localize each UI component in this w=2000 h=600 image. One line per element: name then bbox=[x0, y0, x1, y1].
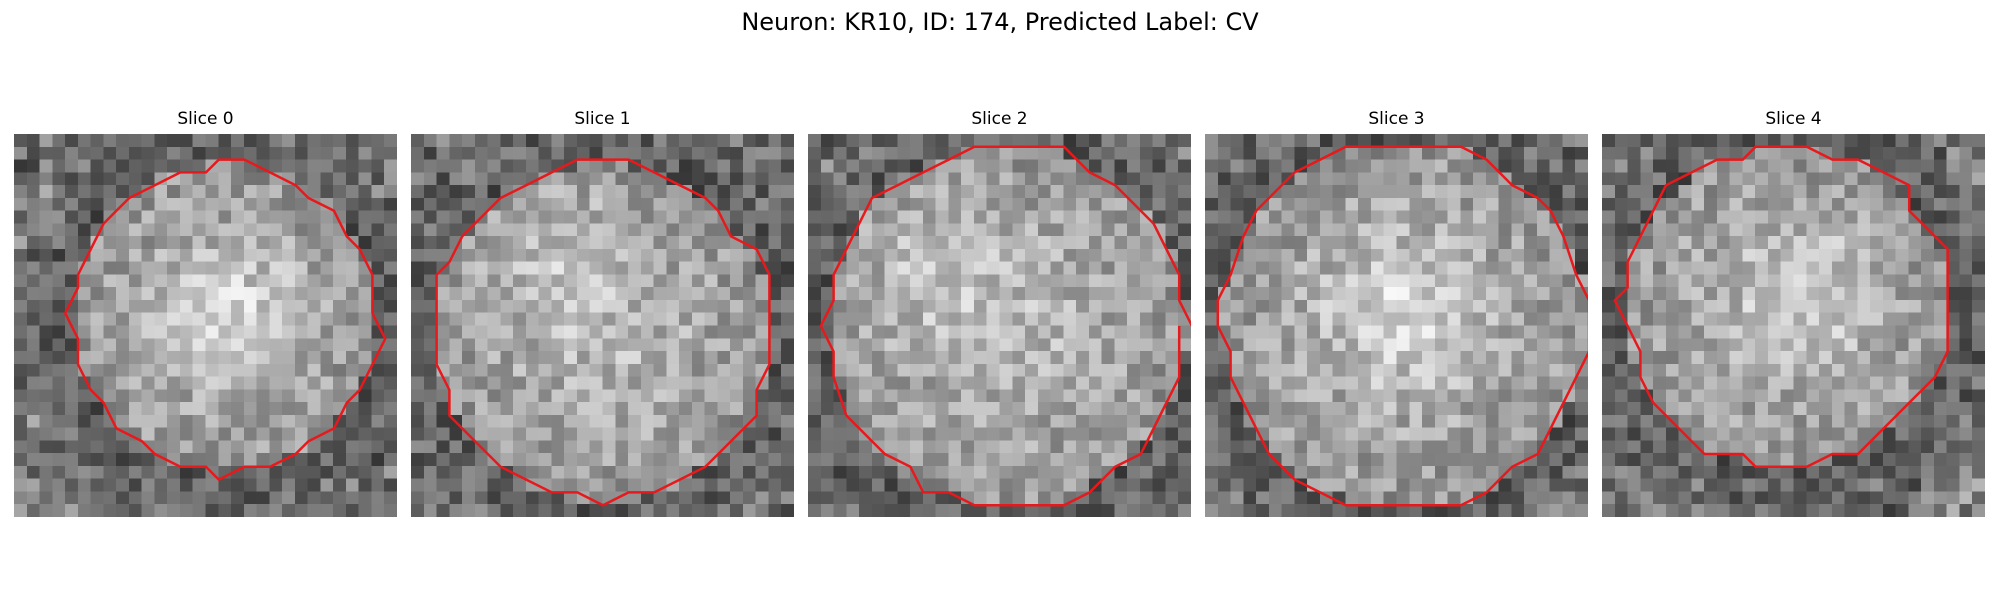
slice-title: Slice 1 bbox=[574, 109, 631, 129]
roi-contour bbox=[1216, 145, 1588, 507]
slice-panel-0: Slice 0 bbox=[14, 108, 397, 517]
slice-pixels bbox=[411, 134, 794, 517]
slice-title: Slice 0 bbox=[177, 109, 234, 129]
contour-line bbox=[1216, 145, 1588, 507]
contour-line bbox=[1613, 145, 1949, 469]
roi-contour bbox=[63, 158, 387, 481]
slice-title: Slice 2 bbox=[971, 109, 1028, 129]
slice-image bbox=[808, 134, 1191, 517]
slice-title: Slice 3 bbox=[1368, 109, 1425, 129]
roi-contour bbox=[1613, 145, 1949, 469]
contour-line bbox=[819, 145, 1191, 507]
slice-image bbox=[1205, 134, 1588, 517]
roi-contour bbox=[435, 158, 771, 507]
slice-panel-3: Slice 3 bbox=[1205, 108, 1588, 517]
slice-pixels bbox=[1602, 134, 1985, 517]
slice-panel-1: Slice 1 bbox=[411, 108, 794, 517]
slice-image bbox=[411, 134, 794, 517]
figure-title: Neuron: KR10, ID: 174, Predicted Label: … bbox=[741, 8, 1259, 36]
contour-line bbox=[63, 158, 387, 481]
slice-panel-4: Slice 4 bbox=[1602, 108, 1985, 517]
slice-image bbox=[1602, 134, 1985, 517]
slice-panel-2: Slice 2 bbox=[808, 108, 1191, 517]
slice-image bbox=[14, 134, 397, 517]
contour-line bbox=[435, 158, 771, 507]
roi-contour bbox=[819, 145, 1191, 507]
slice-pixels bbox=[14, 134, 397, 517]
slice-title: Slice 4 bbox=[1765, 109, 1822, 129]
